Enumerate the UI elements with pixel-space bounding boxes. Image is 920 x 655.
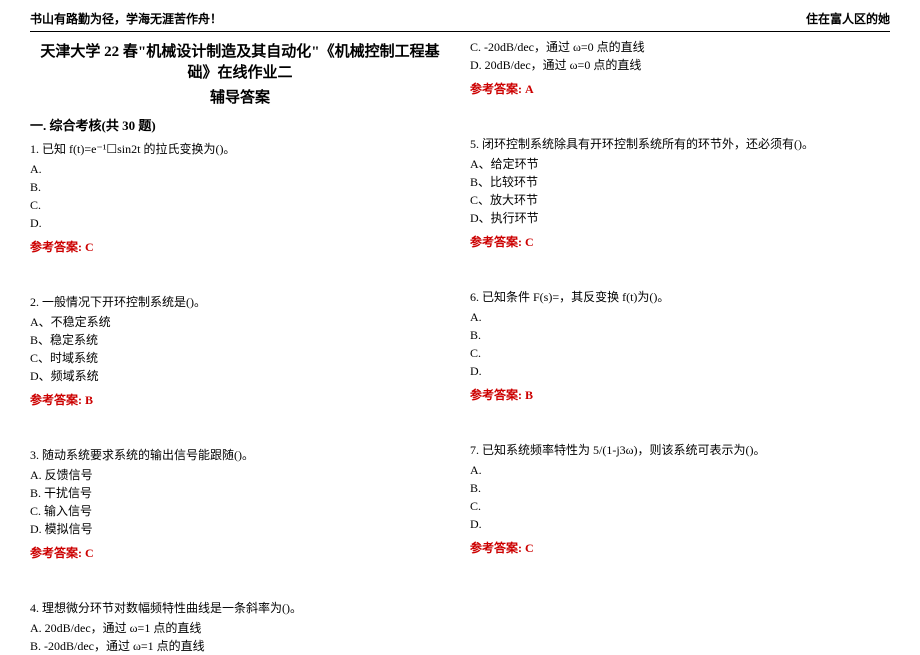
answer-label: 参考答案: [470,541,522,555]
column-left: 天津大学 22 春"机械设计制造及其自动化"《机械控制工程基础》在线作业二 辅导… [30,38,460,655]
q4-stem: 4. 理想微分环节对数幅频特性曲线是一条斜率为()。 [30,599,450,617]
header-right: 住在富人区的她 [806,10,890,27]
q7-opt-a: A. [470,461,890,479]
q5-answer: 参考答案: C [470,233,890,250]
q1-opt-d: D. [30,214,450,232]
q3-answer: 参考答案: C [30,544,450,561]
q4-opt-a: A. 20dB/dec，通过 ω=1 点的直线 [30,619,450,637]
q2-answer: 参考答案: B [30,391,450,408]
q4-opt-c: C. -20dB/dec，通过 ω=0 点的直线 [470,38,890,56]
q7-opt-c: C. [470,497,890,515]
q7-stem: 7. 已知系统频率特性为 5/(1-j3ω)，则该系统可表示为()。 [470,441,890,459]
answer-label: 参考答案: [30,240,82,254]
q3-opt-d: D. 模拟信号 [30,520,450,538]
q6-opt-d: D. [470,362,890,380]
q6-stem: 6. 已知条件 F(s)=，其反变换 f(t)为()。 [470,288,890,306]
q3-opt-b: B. 干扰信号 [30,484,450,502]
q1-answer-value: C [85,240,94,254]
q6-opt-c: C. [470,344,890,362]
column-right: C. -20dB/dec，通过 ω=0 点的直线 D. 20dB/dec，通过 … [460,38,890,655]
q5-stem: 5. 闭环控制系统除具有开环控制系统所有的环节外，还必须有()。 [470,135,890,153]
q2-opt-b: B、稳定系统 [30,331,450,349]
q7-answer: 参考答案: C [470,539,890,556]
q5-opt-b: B、比较环节 [470,173,890,191]
q1-stem: 1. 已知 f(t)=e⁻¹☐sin2t 的拉氏变换为()。 [30,140,450,158]
section-heading: 一. 综合考核(共 30 题) [30,115,450,134]
q2-opt-d: D、频域系统 [30,367,450,385]
q5-opt-d: D、执行环节 [470,209,890,227]
q3-answer-value: C [85,546,94,560]
q4-answer-value: A [525,82,534,96]
q1-answer: 参考答案: C [30,238,450,255]
q6-answer: 参考答案: B [470,386,890,403]
q1-opt-b: B. [30,178,450,196]
q5-answer-value: C [525,235,534,249]
answer-label: 参考答案: [30,393,82,407]
q4-opt-d: D. 20dB/dec，通过 ω=0 点的直线 [470,56,890,74]
q2-stem: 2. 一般情况下开环控制系统是()。 [30,293,450,311]
q7-answer-value: C [525,541,534,555]
answer-label: 参考答案: [30,546,82,560]
q5-opt-a: A、给定环节 [470,155,890,173]
answer-label: 参考答案: [470,235,522,249]
q5-opt-c: C、放大环节 [470,191,890,209]
q3-stem: 3. 随动系统要求系统的输出信号能跟随()。 [30,446,450,464]
q4-answer: 参考答案: A [470,80,890,97]
q3-opt-c: C. 输入信号 [30,502,450,520]
q6-opt-a: A. [470,308,890,326]
q1-opt-a: A. [30,160,450,178]
q7-opt-b: B. [470,479,890,497]
q4-opt-b: B. -20dB/dec，通过 ω=1 点的直线 [30,637,450,655]
answer-label: 参考答案: [470,82,522,96]
q2-opt-c: C、时域系统 [30,349,450,367]
header-left: 书山有路勤为径，学海无涯苦作舟！ [30,10,222,27]
q3-opt-a: A. 反馈信号 [30,466,450,484]
q6-opt-b: B. [470,326,890,344]
doc-subtitle: 辅导答案 [30,86,450,107]
q2-opt-a: A、不稳定系统 [30,313,450,331]
q7-opt-d: D. [470,515,890,533]
q6-answer-value: B [525,388,533,402]
answer-label: 参考答案: [470,388,522,402]
header-rule [30,31,890,32]
q2-answer-value: B [85,393,93,407]
q1-opt-c: C. [30,196,450,214]
doc-title: 天津大学 22 春"机械设计制造及其自动化"《机械控制工程基础》在线作业二 [30,42,450,84]
